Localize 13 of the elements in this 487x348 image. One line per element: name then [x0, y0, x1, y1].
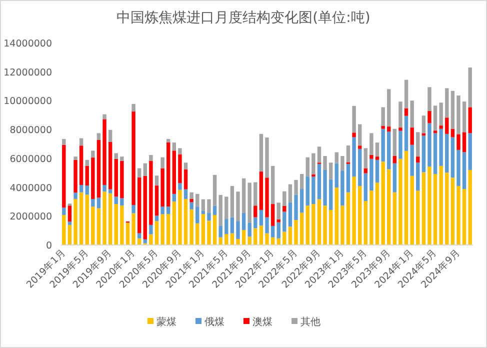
legend-label: 其他: [300, 316, 320, 328]
title: 中国炼焦煤进口月度结构变化图(单位:吨): [116, 10, 370, 26]
y-tick-label: 4000000: [10, 182, 52, 194]
y-tick-label: 10000000: [4, 96, 52, 108]
legend-label: 俄煤: [204, 316, 224, 328]
y-tick-label: 14000000: [4, 38, 52, 50]
legend-label: 澳煤: [252, 316, 272, 328]
y-tick-label: 12000000: [4, 67, 52, 78]
legend-label: 蒙煤: [156, 316, 176, 328]
y-tick-label: 2000000: [10, 212, 52, 223]
y-tick-label: 0: [46, 240, 52, 252]
y-tick-label: 6000000: [10, 154, 52, 165]
y-tick-label: 8000000: [10, 125, 52, 136]
